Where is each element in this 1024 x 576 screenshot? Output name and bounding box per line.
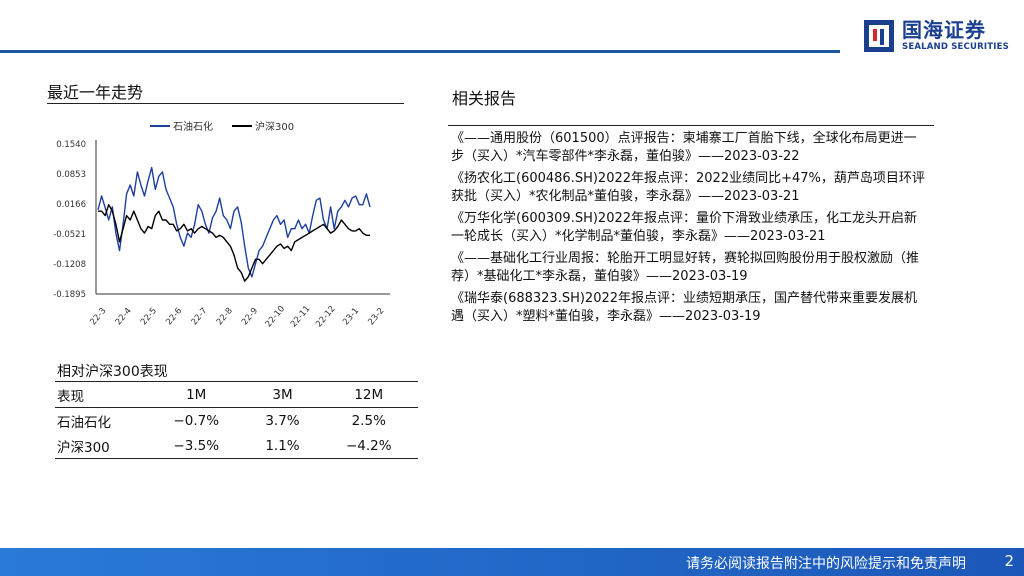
x-tick-label: 22-8 xyxy=(215,306,235,327)
x-tick-label: 23-1 xyxy=(341,306,361,327)
report-link[interactable]: 《瑞华泰(688323.SH)2022年报点评：业绩短期承压，国产替代带来重要发… xyxy=(451,291,918,324)
series-line-index xyxy=(98,203,370,282)
x-tick-label: 22-4 xyxy=(114,306,134,327)
y-tick-label: 0.0166 xyxy=(56,200,86,210)
legend-label: 石油石化 xyxy=(173,120,213,133)
related-reports-rule xyxy=(448,125,934,126)
row-label: 沪深300 xyxy=(57,439,110,456)
y-tick-label: -0.1208 xyxy=(53,260,86,270)
y-tick-label: 0.1540 xyxy=(56,140,86,150)
performance-header-row: 表现 1M 3M 12M xyxy=(55,381,418,408)
table-row: 石油石化 −0.7% 3.7% 2.5% xyxy=(55,408,418,434)
row-label: 石油石化 xyxy=(57,414,111,431)
x-tick-label: 22-5 xyxy=(139,306,159,327)
trend-chart: 0.15400.08530.0166-0.0521-0.1208-0.18952… xyxy=(53,120,390,329)
x-tick-label: 22-10 xyxy=(264,304,288,329)
x-tick-label: 23-2 xyxy=(366,306,386,327)
table-cell: −3.5% xyxy=(173,437,220,454)
x-tick-label: 22-3 xyxy=(88,306,108,327)
table-row: 沪深300 −3.5% 1.1% −4.2% xyxy=(55,433,418,459)
header-cell: 1M xyxy=(186,386,207,403)
x-tick-label: 22-12 xyxy=(314,304,338,329)
report-link[interactable]: 《扬农化工(600486.SH)2022年报点评：2022业绩同比+47%，葫芦… xyxy=(451,171,925,204)
y-tick-label: -0.1895 xyxy=(53,290,86,300)
y-tick-label: -0.0521 xyxy=(53,230,86,240)
y-tick-label: 0.0853 xyxy=(56,170,86,180)
x-tick-label: 22-6 xyxy=(164,306,184,327)
report-link[interactable]: 《——通用股份（601500）点评报告：柬埔寨工厂首胎下线，全球化布局更进一步（… xyxy=(451,131,917,164)
table-cell: 1.1% xyxy=(265,437,300,454)
related-reports-list: 《——通用股份（601500）点评报告：柬埔寨工厂首胎下线，全球化布局更进一步（… xyxy=(451,130,929,330)
series-line-sector xyxy=(97,166,371,278)
trend-section-title: 最近一年走势 xyxy=(47,83,144,102)
related-reports-title: 相关报告 xyxy=(452,89,517,108)
table-cell: −4.2% xyxy=(345,437,392,454)
table-cell: −0.7% xyxy=(173,412,220,429)
table-cell: 3.7% xyxy=(265,412,300,429)
brand-logo: 国海证券 SEALAND SECURITIES xyxy=(862,18,1009,54)
report-link[interactable]: 《万华化学(600309.SH)2022年报点评：量价下滑致业绩承压，化工龙头开… xyxy=(451,211,918,244)
header-cell: 3M xyxy=(272,386,293,403)
x-tick-label: 22-9 xyxy=(240,306,260,327)
header-rule xyxy=(0,50,840,53)
header-cell: 12M xyxy=(354,386,384,403)
performance-title: 相对沪深300表现 xyxy=(57,364,168,380)
x-tick-label: 22-7 xyxy=(190,306,210,327)
footer-disclaimer: 请务必阅读报告附注中的风险提示和免责声明 xyxy=(686,556,966,572)
brand-name-en: SEALAND SECURITIES xyxy=(902,42,1009,52)
performance-table: 表现 1M 3M 12M 石油石化 −0.7% 3.7% 2.5% 沪深300 … xyxy=(55,381,418,459)
brand-name-cn: 国海证券 xyxy=(902,18,986,42)
brand-mark-icon xyxy=(862,18,896,54)
header-cell: 表现 xyxy=(57,388,84,405)
report-link[interactable]: 《——基础化工行业周报：轮胎开工明显好转，赛轮拟回购股份用于股权激励（推荐）*基… xyxy=(451,251,920,284)
legend-label: 沪深300 xyxy=(255,120,294,133)
table-cell: 2.5% xyxy=(351,412,386,429)
page-number: 2 xyxy=(1004,552,1014,570)
x-tick-label: 22-11 xyxy=(289,304,313,329)
trend-section-rule xyxy=(47,103,404,104)
footer-bar: 请务必阅读报告附注中的风险提示和免责声明 2 xyxy=(0,548,1024,576)
